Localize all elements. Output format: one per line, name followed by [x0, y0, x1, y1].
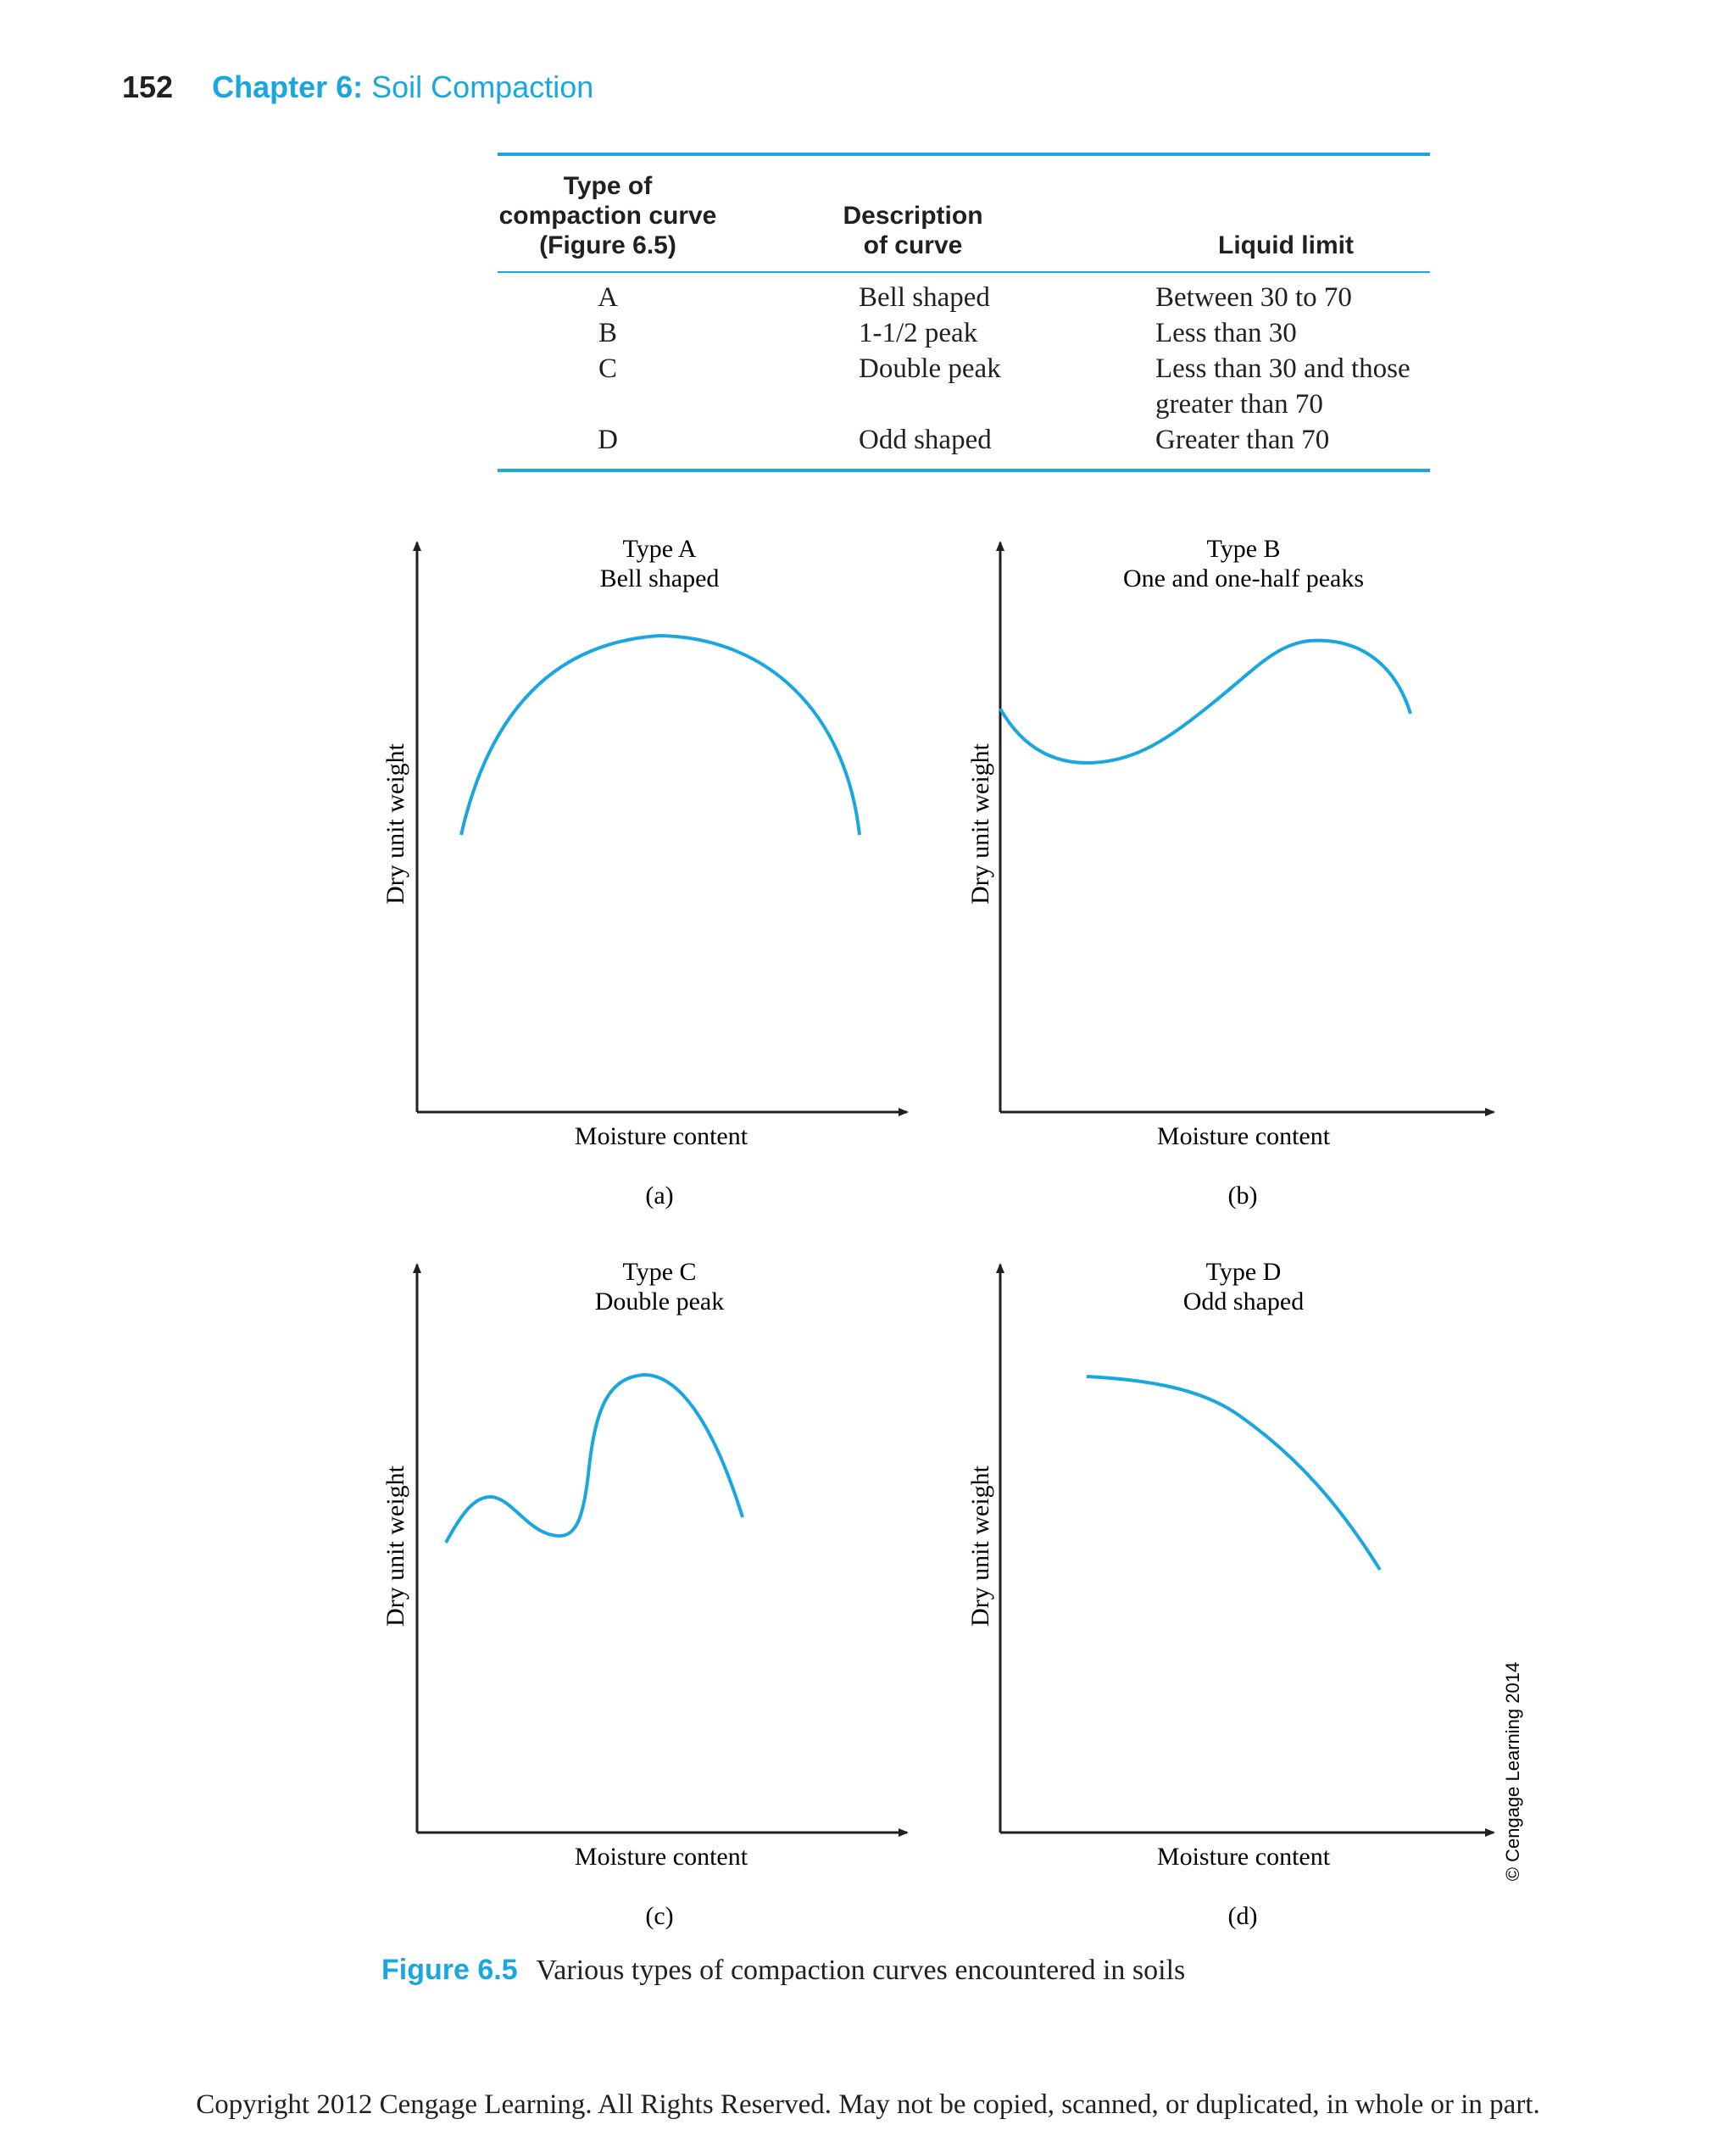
cell-liquid-limit: Greater than 70: [1155, 425, 1330, 455]
chart-title: Type B: [1206, 535, 1280, 563]
x-axis-label: Moisture content: [1157, 1122, 1331, 1150]
running-header: 152 Chapter 6: Soil Compaction: [122, 70, 593, 105]
chart-panel-d: Type D Odd shaped Moisture content Dry u…: [966, 1258, 1495, 1930]
chart-title: Type D: [1206, 1258, 1282, 1286]
chapter-title: Soil Compaction: [371, 70, 594, 104]
cell-description: Odd shaped: [859, 425, 992, 455]
cell-liquid-limit: Less than 30 and those greater than 70: [1155, 353, 1410, 420]
table-header-rule: [498, 271, 1430, 273]
table-bottom-rule: [498, 469, 1430, 472]
panel-label: (c): [645, 1902, 673, 1930]
chart-title: Type A: [622, 535, 696, 563]
chart-subtitle: Bell shaped: [600, 565, 720, 592]
compaction-curve-b: [999, 638, 1412, 765]
chart-subtitle: Double peak: [595, 1288, 724, 1315]
figure-label: Figure 6.5: [381, 1954, 518, 1986]
cell-liquid-limit: Between 30 to 70: [1155, 282, 1352, 313]
y-axis-label: Dry unit weight: [381, 1465, 409, 1627]
panel-label: (b): [1228, 1182, 1258, 1210]
x-axis-label: Moisture content: [575, 1843, 748, 1871]
table-row: C Double peak Less than 30 and those gre…: [498, 351, 1430, 422]
cell-description: 1-1/2 peak: [859, 318, 978, 348]
compaction-curve-d: [1086, 1375, 1382, 1571]
x-axis-label: Moisture content: [575, 1122, 748, 1150]
compaction-curve-c: [444, 1372, 744, 1544]
chart-subtitle: One and one-half peaks: [1123, 565, 1364, 592]
table-row: B 1-1/2 peak Less than 30: [498, 315, 1430, 351]
panel-label: (d): [1228, 1902, 1258, 1930]
table-header-type: Type of compaction curve (Figure 6.5): [498, 172, 717, 259]
panel-label: (a): [645, 1182, 673, 1210]
chart-panel-a: Type A Bell shaped Moisture content Dry …: [381, 535, 909, 1210]
table-row: D Odd shaped Greater than 70: [498, 422, 1430, 458]
copyright-footer: Copyright 2012 Cengage Learning. All Rig…: [196, 2089, 1540, 2120]
cell-type: B: [598, 318, 617, 348]
table-body: A Bell shaped Between 30 to 70 B 1-1/2 p…: [498, 280, 1430, 458]
y-axis-label: Dry unit weight: [966, 743, 994, 904]
table-top-rule: [498, 153, 1430, 156]
page-number: 152: [122, 70, 174, 104]
table-header-liquid-limit: Liquid limit: [1218, 231, 1354, 259]
cell-liquid-limit: Less than 30: [1155, 318, 1297, 348]
figure-caption-text: Various types of compaction curves encou…: [536, 1955, 1186, 1986]
cell-type: C: [598, 353, 617, 384]
cell-type: D: [598, 425, 618, 455]
table-row: A Bell shaped Between 30 to 70: [498, 280, 1430, 315]
table-header-description: Description of curve: [843, 202, 983, 259]
y-axis-label: Dry unit weight: [966, 1465, 994, 1627]
chart-subtitle: Odd shaped: [1183, 1288, 1304, 1315]
figure-caption: Figure 6.5 Various types of compaction c…: [381, 1954, 1185, 1987]
chapter-label: Chapter 6:: [212, 70, 364, 104]
chart-panel-c: Type C Double peak Moisture content Dry …: [381, 1258, 909, 1930]
chart-title: Type C: [622, 1258, 696, 1286]
figure-credit: © Cengage Learning 2014: [1502, 1662, 1523, 1881]
y-axis-label: Dry unit weight: [381, 743, 409, 904]
compaction-curve-a: [459, 633, 861, 836]
chart-panel-b: Type B One and one-half peaks Moisture c…: [966, 535, 1495, 1210]
cell-description: Double peak: [859, 353, 1001, 384]
x-axis-label: Moisture content: [1157, 1843, 1331, 1871]
cell-description: Bell shaped: [859, 282, 990, 313]
cell-type: A: [598, 282, 618, 313]
